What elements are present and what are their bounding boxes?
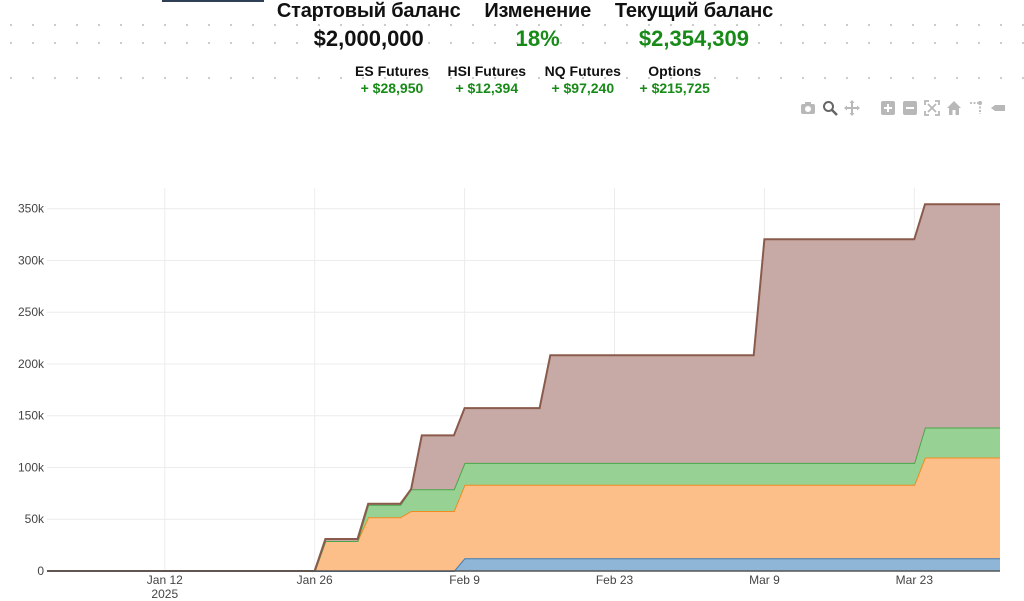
camera-icon[interactable] [800,100,816,116]
breakdown-es: ES Futures + $28,950 [355,63,429,96]
y-tick-label: 0 [37,564,44,578]
header-underline [162,0,264,2]
breakdown-options-value: + $215,725 [639,80,710,96]
zoom-in-icon[interactable] [880,100,896,116]
change: Изменение 18% [484,0,591,52]
zoom-out-icon[interactable] [902,100,918,116]
start-balance-label: Стартовый баланс [276,0,461,22]
x-tick-sublabel: 2025 [151,587,178,601]
balance-summary: Стартовый баланс $2,000,000 Изменение 18… [265,0,785,52]
breakdown-nq-label: NQ Futures [544,63,621,79]
y-tick-label: 50k [25,512,45,526]
change-label: Изменение [484,0,592,22]
hover-compare-icon[interactable] [990,100,1006,116]
pnl-breakdown: ES Futures + $28,950 HSI Futures + $12,3… [355,63,710,96]
x-tick-label: Feb 9 [449,573,480,587]
y-tick-label: 150k [18,409,45,423]
series-area-1 [47,558,1000,571]
x-tick-label: Jan 12 [147,573,183,587]
x-tick-label: Mar 9 [749,573,780,587]
breakdown-es-value: + $28,950 [360,80,424,96]
chart-modebar [800,100,1006,116]
change-value: 18% [515,26,560,51]
breakdown-es-label: ES Futures [355,63,429,79]
current-balance: Текущий баланс $2,354,309 [615,0,773,52]
x-tick-label: Feb 23 [596,573,634,587]
series-line-4 [47,203,1000,572]
current-balance-value: $2,354,309 [638,26,750,51]
series-area-4 [47,204,1000,571]
x-tick-label: Mar 23 [896,573,934,587]
y-tick-label: 250k [18,305,45,319]
breakdown-options-label: Options [648,63,702,79]
dotted-divider-middle [0,36,1024,50]
breakdown-nq: NQ Futures + $97,240 [545,63,621,96]
zoom-icon[interactable] [822,100,838,116]
y-tick-label: 350k [18,202,45,216]
dotted-divider-bottom [0,71,1024,85]
breakdown-options: Options + $215,725 [640,63,710,96]
dotted-divider-top [0,18,1024,32]
pan-icon[interactable] [844,100,860,116]
series-area-2 [47,457,1000,571]
autoscale-icon[interactable] [924,100,940,116]
breakdown-hsi-label: HSI Futures [447,63,527,79]
spike-lines-icon[interactable] [968,100,984,116]
y-tick-label: 300k [18,253,45,267]
home-icon[interactable] [946,100,962,116]
start-balance: Стартовый баланс $2,000,000 [277,0,461,52]
x-tick-label: Jan 26 [297,573,333,587]
y-tick-label: 100k [18,460,45,474]
y-tick-label: 200k [18,357,45,371]
current-balance-label: Текущий баланс [614,0,774,22]
breakdown-nq-value: + $97,240 [551,80,615,96]
start-balance-value: $2,000,000 [313,26,424,51]
breakdown-hsi: HSI Futures + $12,394 [448,63,527,96]
breakdown-hsi-value: + $12,394 [455,80,519,96]
